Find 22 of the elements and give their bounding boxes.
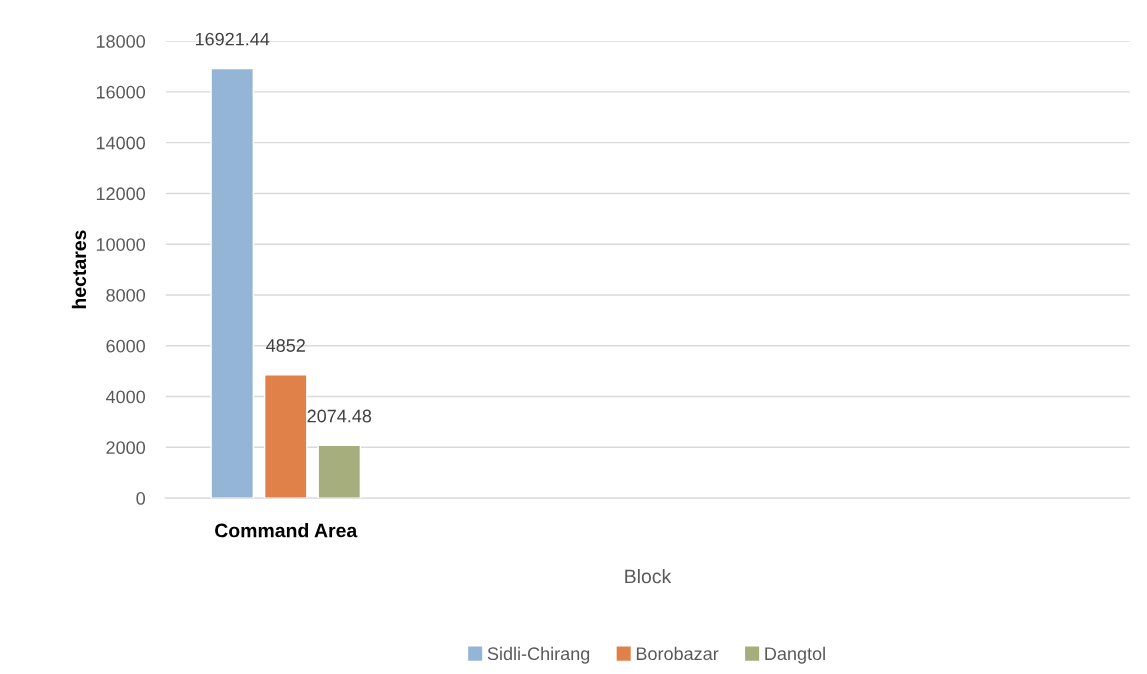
y-tick-label: 10000 — [96, 238, 146, 251]
y-axis-title: hectares — [71, 230, 87, 309]
y-tick-label: 8000 — [106, 288, 146, 302]
data-label: 4852 — [266, 339, 305, 352]
bar — [210, 67, 255, 499]
x-tick-label: Command Area — [215, 523, 358, 538]
y-tick-label: 16000 — [96, 85, 146, 99]
y-tick-label: 6000 — [106, 339, 146, 353]
legend-label: Dangtol — [765, 646, 825, 664]
y-tick-label: 0 — [136, 492, 146, 505]
data-label: 16921.44 — [195, 32, 270, 46]
y-tick-label: 2000 — [106, 441, 146, 455]
legend-label: Sidli-Chirang — [487, 646, 590, 664]
data-label: 2074.48 — [307, 409, 372, 423]
y-tick-label: 18000 — [96, 35, 146, 48]
y-tick-label: 14000 — [96, 136, 146, 150]
bar — [263, 374, 308, 499]
legend-label: Borobazar — [636, 646, 719, 661]
bar — [317, 444, 362, 499]
y-tick-label: 12000 — [96, 187, 146, 201]
y-tick-label: 4000 — [105, 390, 146, 404]
x-axis-title: Block — [625, 568, 672, 584]
